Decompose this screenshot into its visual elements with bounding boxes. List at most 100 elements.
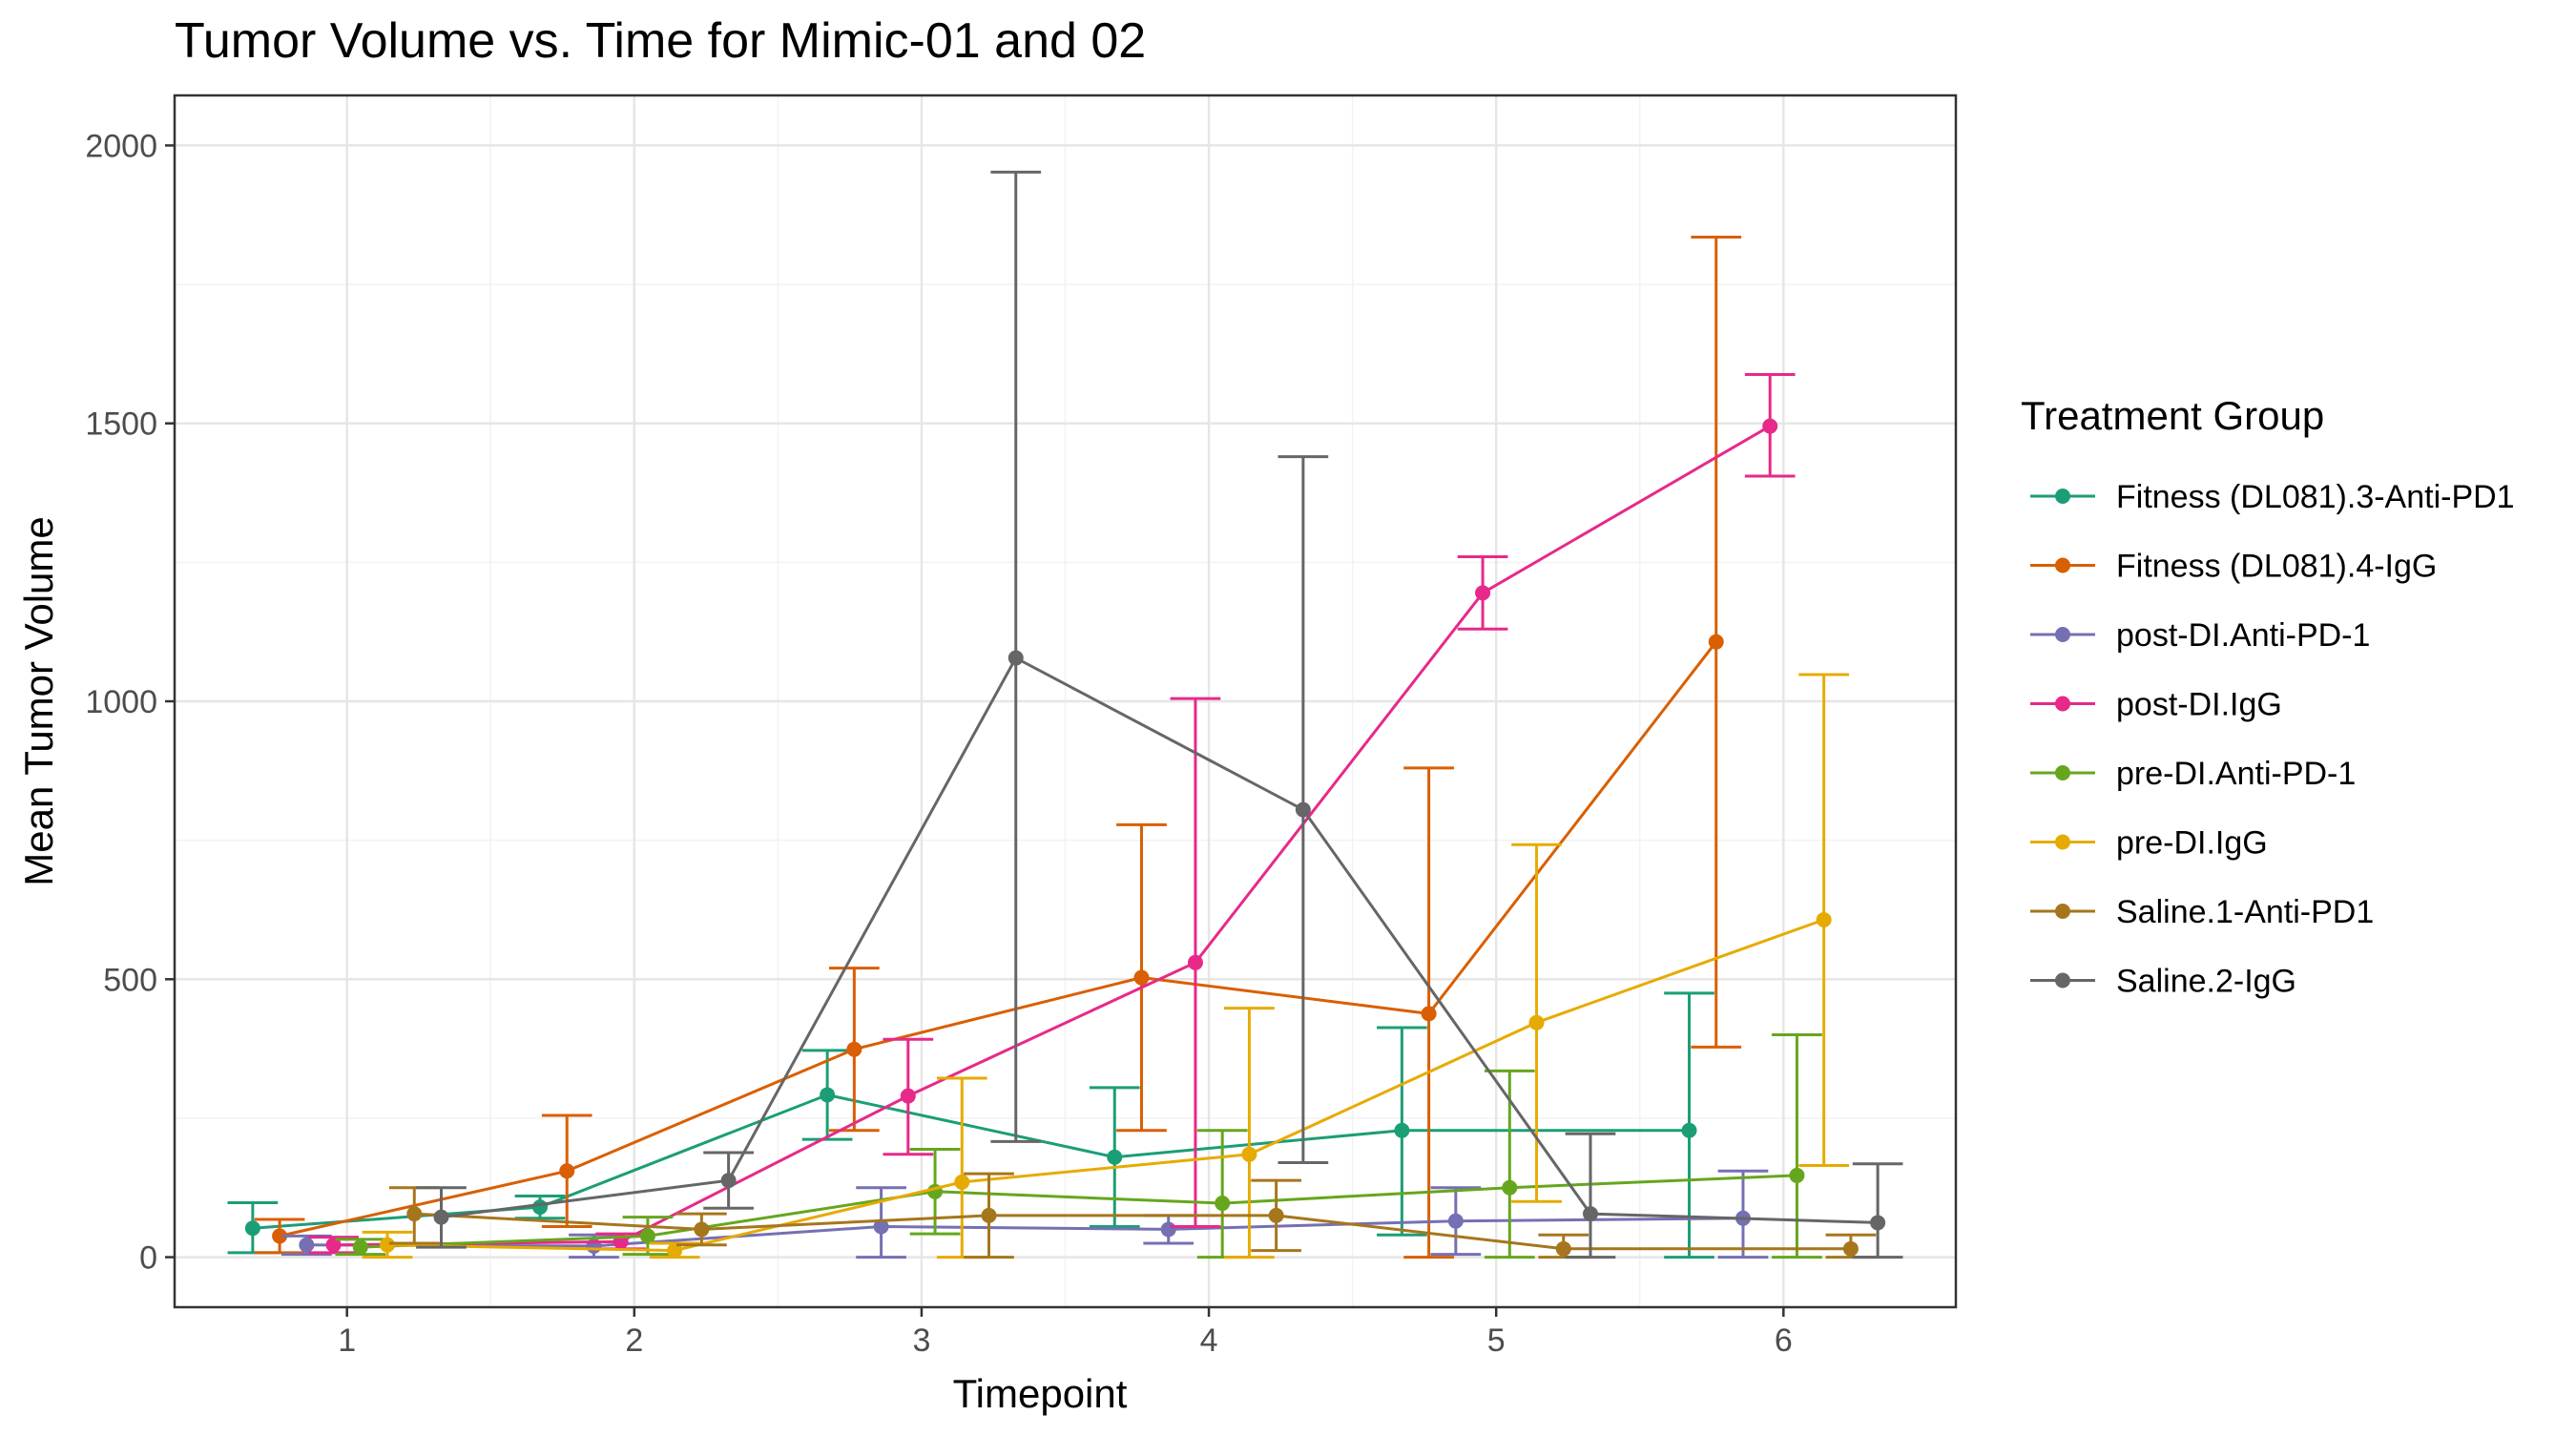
data-point	[1583, 1206, 1599, 1222]
x-tick-label: 3	[912, 1322, 930, 1359]
data-point	[1008, 650, 1024, 666]
data-point	[1107, 1149, 1123, 1165]
series-line	[279, 640, 1717, 1238]
data-point	[1133, 969, 1150, 986]
series-line	[414, 1212, 1851, 1251]
data-point	[846, 1041, 862, 1057]
data-point	[820, 1087, 836, 1103]
x-tick-label: 4	[1200, 1322, 1218, 1359]
legend-label: post-DI.IgG	[2116, 687, 2282, 723]
legend-label: post-DI.Anti-PD-1	[2116, 617, 2370, 654]
legend-item: Fitness (DL081).4-IgG	[2030, 549, 2437, 585]
x-tick-label: 1	[338, 1322, 356, 1359]
data-point	[1268, 1207, 1284, 1223]
series-line	[386, 918, 1825, 1253]
series-7	[388, 1172, 1877, 1259]
legend-key-point	[2055, 489, 2070, 504]
data-point	[1708, 634, 1724, 650]
data-point	[873, 1218, 889, 1235]
data-point	[1160, 1221, 1176, 1238]
legend-label: Saline.1-Anti-PD1	[2116, 894, 2374, 930]
data-point	[1475, 585, 1491, 601]
data-point	[406, 1206, 423, 1222]
y-tick-label: 500	[103, 962, 157, 998]
legend-label: Fitness (DL081).3-Anti-PD1	[2116, 479, 2515, 515]
legend-item: post-DI.Anti-PD-1	[2030, 617, 2370, 654]
series-line	[333, 425, 1771, 1247]
legend-label: pre-DI.IgG	[2116, 825, 2268, 862]
data-point	[1241, 1146, 1257, 1162]
data-point	[1816, 911, 1832, 927]
data-point	[1528, 1014, 1545, 1030]
legend-label: pre-DI.Anti-PD-1	[2116, 756, 2356, 792]
series-6	[362, 673, 1850, 1259]
series-line	[306, 1217, 1744, 1248]
axis-layer: 1 2 3 4 5 6 0 500 1000 1500 2000	[85, 128, 1792, 1359]
data-point	[531, 1199, 548, 1216]
legend-items: Fitness (DL081).3-Anti-PD1 Fitness (DL081…	[2030, 479, 2515, 1000]
y-tick-label: 2000	[85, 128, 157, 164]
data-point	[1555, 1240, 1571, 1257]
legend-item: pre-DI.IgG	[2030, 825, 2268, 862]
x-tick-label: 2	[625, 1322, 643, 1359]
x-tick-label: 6	[1775, 1322, 1793, 1359]
legend-item: Saline.2-IgG	[2030, 964, 2296, 1000]
legend-item: post-DI.IgG	[2030, 687, 2282, 723]
x-axis-label: Timepoint	[953, 1371, 1128, 1416]
data-point	[1295, 801, 1311, 818]
data-point	[1215, 1196, 1231, 1212]
data-point	[639, 1228, 655, 1244]
data-point	[352, 1239, 368, 1256]
y-tick-label: 1500	[85, 406, 157, 443]
data-point	[244, 1220, 260, 1237]
series-line	[441, 656, 1879, 1224]
legend-item: Saline.1-Anti-PD1	[2030, 894, 2374, 930]
data-point	[981, 1207, 997, 1223]
data-point	[1187, 954, 1203, 970]
data-point	[1681, 1122, 1697, 1138]
legend-key-point	[2055, 696, 2070, 712]
data-point	[272, 1228, 288, 1244]
legend-key-point	[2055, 765, 2070, 780]
data-point	[433, 1209, 449, 1225]
legend-label: Fitness (DL081).4-IgG	[2116, 549, 2437, 585]
data-point	[1789, 1167, 1805, 1183]
y-tick-label: 0	[139, 1240, 157, 1277]
data-point	[299, 1237, 315, 1253]
data-point	[1447, 1213, 1464, 1229]
y-axis-label: Mean Tumor Volume	[16, 516, 61, 886]
series-8	[416, 170, 1903, 1259]
data-point	[720, 1173, 737, 1189]
legend-key-point	[2055, 972, 2070, 989]
data-point	[380, 1237, 396, 1253]
series-layer	[227, 170, 1903, 1259]
data-point	[1502, 1179, 1518, 1196]
data-point	[1870, 1215, 1886, 1231]
grid-layer	[175, 95, 1956, 1307]
series-3	[280, 1169, 1769, 1259]
legend-key-point	[2055, 834, 2070, 850]
data-point	[667, 1242, 683, 1259]
legend-item: Fitness (DL081).3-Anti-PD1	[2030, 479, 2515, 515]
data-point	[954, 1174, 970, 1190]
data-point	[325, 1237, 342, 1253]
y-tick-label: 1000	[85, 684, 157, 720]
series-5	[335, 1033, 1822, 1259]
data-point	[1842, 1240, 1859, 1257]
legend-title: Treatment Group	[2021, 393, 2324, 438]
legend-key-point	[2055, 904, 2070, 919]
legend: Treatment Group Fitness (DL081).3-Anti-P…	[2021, 393, 2515, 1000]
data-point	[694, 1221, 710, 1238]
series-2	[254, 236, 1742, 1259]
chart-title: Tumor Volume vs. Time for Mimic-01 and 0…	[175, 13, 1146, 69]
series-line	[360, 1174, 1797, 1249]
legend-key-point	[2055, 627, 2070, 642]
data-point	[1762, 418, 1778, 434]
legend-item: pre-DI.Anti-PD-1	[2030, 756, 2356, 792]
data-point	[1394, 1122, 1410, 1138]
data-point	[559, 1163, 575, 1179]
legend-label: Saline.2-IgG	[2116, 964, 2296, 1000]
